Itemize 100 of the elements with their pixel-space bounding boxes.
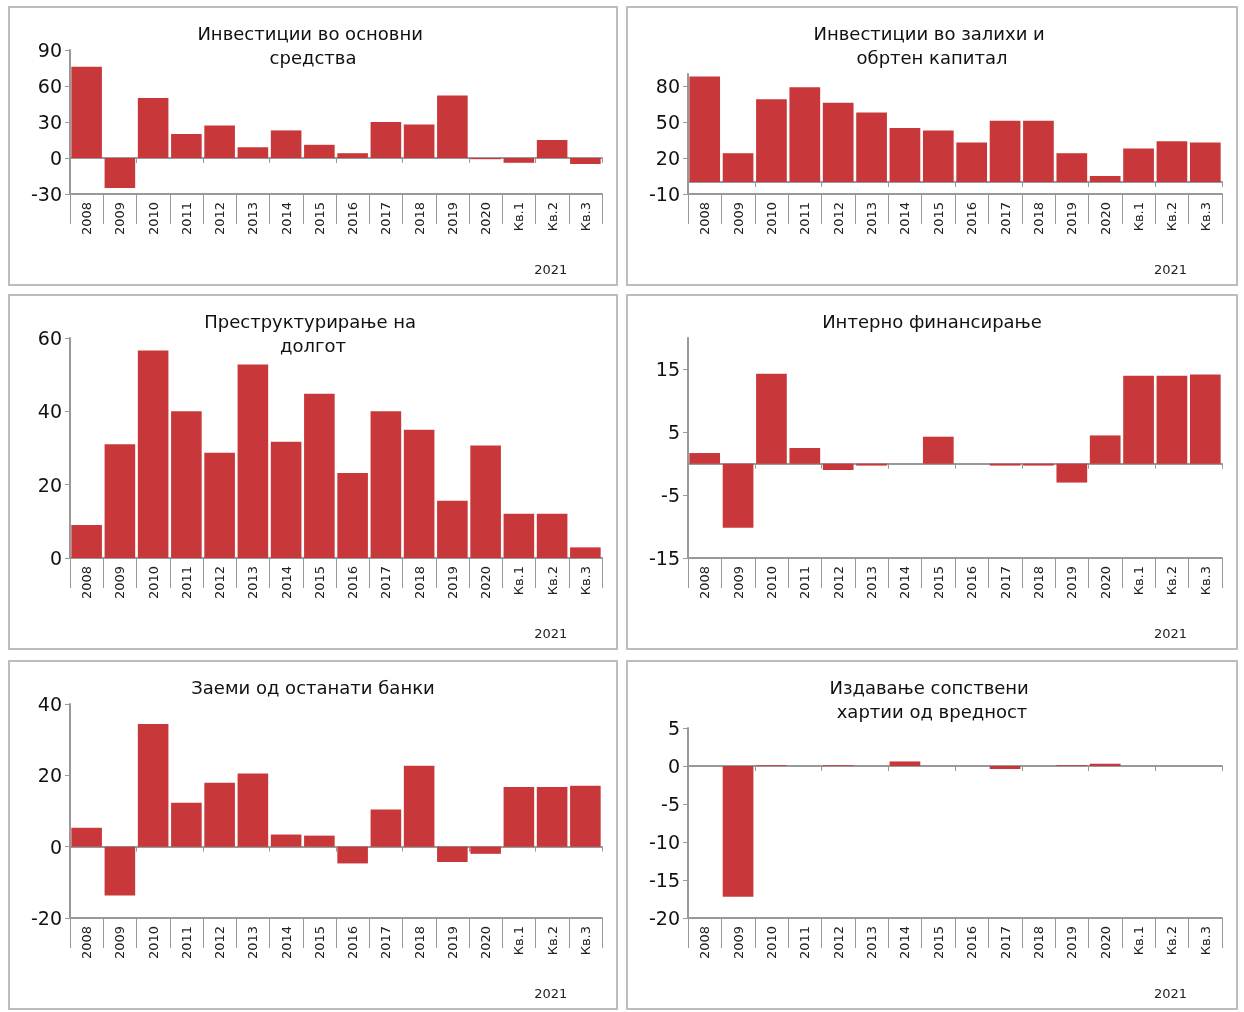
bar <box>856 112 887 182</box>
bar <box>1056 463 1088 483</box>
x-tick-label: 2020 <box>1097 926 1113 960</box>
x-tick-label: 2011 <box>178 202 194 236</box>
bar <box>1023 120 1054 182</box>
x-tick-label: Кв.1 <box>511 202 527 232</box>
x-tick-label: 2015 <box>311 202 327 236</box>
x-tick-label: 2016 <box>964 926 980 960</box>
x-tick-label: 2019 <box>444 202 460 236</box>
bar <box>1089 435 1121 464</box>
x-tick-label: 2020 <box>1097 202 1113 236</box>
bar <box>403 124 435 158</box>
bar <box>1056 153 1088 182</box>
x-tick-label: 2019 <box>1064 202 1080 236</box>
chart-title: Инвестиции во основни средства <box>197 22 429 68</box>
bar <box>1156 375 1188 464</box>
x-tick-label: 2010 <box>145 566 161 600</box>
x-tick-label: 2015 <box>930 566 946 600</box>
x-tick-label: 2013 <box>864 202 880 236</box>
x-tick-label: 2020 <box>1097 566 1113 600</box>
y-tick-label: 20 <box>37 473 62 496</box>
bar <box>270 441 302 558</box>
x-tick-label: 2017 <box>378 926 394 960</box>
x-tick-label: 2009 <box>112 926 128 960</box>
bar <box>503 158 535 163</box>
x-tick-label: 2008 <box>697 202 713 236</box>
x-tick-label: 2010 <box>763 566 779 600</box>
bar <box>437 95 468 158</box>
x-tick-label: 2018 <box>411 566 427 600</box>
bar <box>889 128 921 182</box>
x-tick-label: 2014 <box>278 926 294 960</box>
x-tick-label: 2019 <box>444 926 460 960</box>
bar <box>104 158 136 188</box>
x-tick-label: Кв.3 <box>1197 926 1213 956</box>
x-tick-label: Кв.2 <box>1164 202 1180 232</box>
bar <box>137 723 169 847</box>
bar <box>722 463 754 528</box>
y-tick-label: 30 <box>37 111 62 133</box>
text: 2021 <box>1153 262 1188 277</box>
x-tick-label: 2015 <box>311 926 327 960</box>
bar <box>403 765 435 847</box>
bar <box>689 453 721 464</box>
bar <box>137 98 169 158</box>
y-tick-label: 60 <box>37 75 62 97</box>
x-tick-label: 2019 <box>1064 566 1080 600</box>
text: 2021 <box>534 262 568 277</box>
x-tick-label: 2019 <box>1064 926 1080 960</box>
x-tick-label: 2013 <box>864 566 880 600</box>
y-tick-label: -20 <box>648 907 680 929</box>
x-tick-label: Кв.2 <box>544 566 560 596</box>
x-tick-label: 2020 <box>478 566 494 600</box>
y-tick-label: -15 <box>648 547 680 569</box>
x-tick-label: 2010 <box>763 202 779 236</box>
y-tick-label: 0 <box>667 755 680 777</box>
x-tick-label: 2016 <box>345 202 361 236</box>
y-tick-label: -30 <box>30 183 62 205</box>
bar <box>71 827 102 847</box>
x-tick-label: 2014 <box>897 926 913 960</box>
bar <box>237 364 269 558</box>
bar <box>204 452 235 558</box>
x-tick-label: Кв.2 <box>1164 926 1180 956</box>
x-tick-label: 2009 <box>112 566 128 600</box>
x-tick-label: 2009 <box>112 202 128 236</box>
y-tick-label: 80 <box>655 75 680 97</box>
x-tick-label: 2012 <box>212 566 228 600</box>
bar <box>270 834 302 847</box>
text: 2021 <box>534 986 568 1001</box>
y-tick-label: 15 <box>655 358 680 381</box>
y-tick-label: 90 <box>37 39 62 61</box>
bar <box>470 846 501 854</box>
x-tick-label: 2017 <box>997 566 1013 600</box>
x-tick-label: 2008 <box>697 926 713 960</box>
x-tick-label: 2017 <box>997 202 1013 236</box>
x-tick-label: 2011 <box>797 202 813 236</box>
bar <box>989 120 1021 182</box>
y-tick-label: 20 <box>655 147 680 169</box>
y-tick-label: -5 <box>661 793 680 815</box>
bar <box>304 835 335 847</box>
x-tick-label: 2018 <box>411 202 427 236</box>
text: 2021 <box>534 626 568 641</box>
bar <box>237 773 269 847</box>
bar <box>536 513 568 558</box>
x-tick-label: Кв.1 <box>1131 202 1147 232</box>
x-tick-label: 2015 <box>311 566 327 600</box>
y-tick-label: -10 <box>648 183 680 205</box>
x-tick-label: 2008 <box>79 202 95 236</box>
y-tick-label: -15 <box>648 869 680 891</box>
bar <box>71 525 102 558</box>
bar <box>822 463 854 470</box>
chart-title: Издавање сопствени хартии од вредност <box>829 676 1035 722</box>
x-tick-label: 2013 <box>245 926 261 960</box>
x-tick-label: 2017 <box>378 566 394 600</box>
x-tick-label: 2018 <box>1030 926 1046 960</box>
bar <box>536 140 568 158</box>
x-tick-label: Кв.1 <box>1131 926 1147 956</box>
bar <box>403 429 435 558</box>
bar <box>1123 375 1154 464</box>
x-tick-label: 2014 <box>897 202 913 236</box>
bar <box>370 809 402 847</box>
bar <box>437 500 468 558</box>
